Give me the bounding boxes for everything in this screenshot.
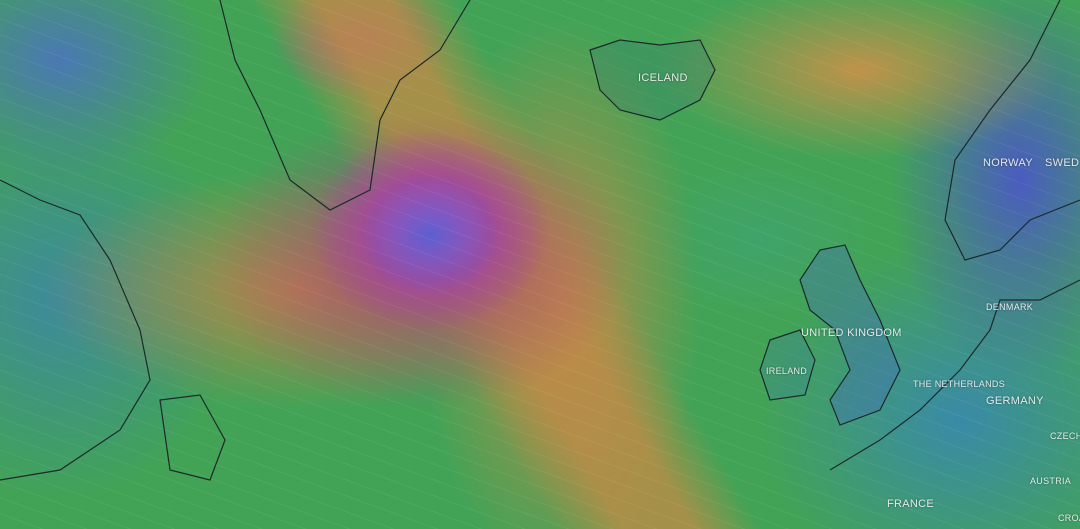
newfoundland-coast: [159, 394, 226, 481]
greenland-coast: [219, 0, 471, 211]
label-croatia: CROA: [1058, 513, 1080, 523]
label-netherlands: THE NETHERLANDS: [913, 379, 1006, 389]
label-france: FRANCE: [887, 498, 935, 510]
scandinavia-coast: [944, 0, 1080, 261]
label-denmark: DENMARK: [986, 302, 1034, 312]
label-ireland: IRELAND: [766, 366, 808, 376]
label-sweden: SWED: [1045, 157, 1080, 169]
label-united-kingdom: UNITED KINGDOM: [801, 327, 902, 339]
iceland-coast: [589, 39, 716, 121]
label-germany: GERMANY: [986, 395, 1044, 407]
ireland-coast: [759, 329, 816, 401]
uk-coast: [799, 244, 901, 426]
label-iceland: ICELAND: [638, 72, 688, 84]
label-austria: AUSTRIA: [1030, 476, 1072, 486]
label-czech: CZECH: [1050, 431, 1080, 441]
europe-coast: [829, 279, 1080, 471]
canada-coast: [0, 179, 151, 481]
label-norway: NORWAY: [983, 157, 1033, 169]
